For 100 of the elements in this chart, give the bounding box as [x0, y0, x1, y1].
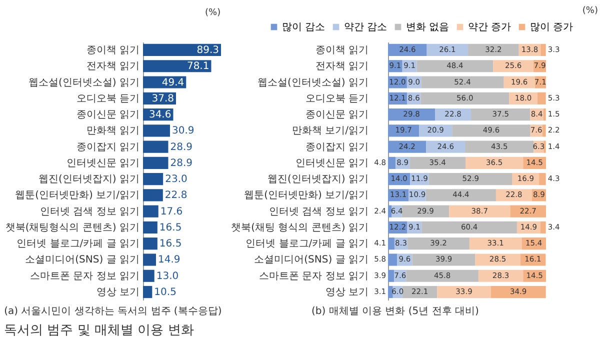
y-tick-label: 오디오북 듣기	[76, 93, 140, 104]
bar	[143, 173, 164, 186]
text: (a) 서울시민이 생각하는 독서의 범주 (복수응답)	[4, 306, 222, 317]
data-label: 14.9	[158, 254, 180, 266]
bar	[412, 254, 476, 266]
y-tick-label: 오디오북 듣기	[305, 93, 368, 104]
bar	[452, 124, 530, 137]
y-tick-label: 종이신문 읽기	[76, 110, 140, 121]
data-label: 49.4	[162, 77, 184, 88]
bar	[490, 286, 546, 298]
y-tick-label: 웹소설(인터넷소설) 읽기	[258, 77, 368, 88]
y-tick-label: 종이책 읽기	[86, 44, 140, 56]
y-tick-label: 종이책 읽기	[315, 44, 368, 56]
bar	[410, 156, 466, 169]
data-label: 28.9	[170, 142, 193, 153]
bar	[471, 108, 530, 121]
text: (%)	[582, 6, 598, 16]
data-label: 16.5	[159, 238, 182, 250]
y-tick-label: 인터넷신문 읽기	[295, 158, 368, 169]
y-tick-label: 스마트폰 문자 정보 읽기	[258, 270, 368, 282]
bar	[143, 189, 163, 202]
bar	[388, 108, 436, 121]
data-label: 37.8	[152, 93, 174, 104]
bar	[469, 238, 522, 250]
bar	[143, 221, 158, 234]
bar	[496, 189, 532, 202]
y-tick-label: 인터넷 블로그/카페 글 읽기	[246, 238, 368, 250]
y-tick-label: 종이신문 읽기	[305, 110, 368, 121]
bar	[465, 140, 534, 153]
y-tick-label: 웹툰(인터넷만화) 보기/읽기	[15, 190, 140, 202]
data-label: 10.5	[154, 287, 176, 298]
y-tick-label: 영상 보기	[96, 287, 140, 298]
y-tick-label: 웹진(인터넷잡지) 읽기	[268, 174, 368, 186]
bar	[406, 270, 478, 282]
legend-label: 많이 감소	[282, 22, 326, 33]
bar	[539, 173, 546, 186]
bar	[543, 108, 546, 121]
bar	[540, 221, 546, 234]
bar	[143, 156, 168, 169]
bar	[449, 205, 510, 218]
data-label: 89.3	[196, 44, 219, 56]
legend-label: 약간 증가	[468, 22, 512, 33]
legend-label: 변화 없음	[406, 22, 450, 33]
y-tick-label: 인터넷 검색 정보 읽기	[40, 206, 140, 218]
bar	[437, 286, 491, 298]
bar	[426, 189, 496, 202]
bar	[428, 173, 512, 186]
data-label: 23.0	[165, 174, 188, 186]
bar	[143, 124, 170, 137]
y-tick-label: 인터넷신문 읽기	[66, 158, 140, 169]
bar	[388, 286, 393, 298]
legend-label: 약간 감소	[344, 22, 388, 33]
data-label: 17.6	[160, 206, 183, 218]
bar	[143, 140, 168, 153]
data-label: 22.8	[164, 190, 188, 202]
bar	[416, 60, 494, 72]
bar	[388, 156, 396, 169]
bar	[468, 44, 519, 56]
y-tick-label: 웹툰(인터넷만화) 보기/읽기	[244, 190, 368, 202]
y-tick-label: 전자책 읽기	[86, 61, 140, 72]
data-label: 16.5	[159, 222, 182, 234]
bar	[388, 140, 426, 153]
bar	[143, 286, 152, 298]
data-label: 78.1	[186, 61, 210, 72]
bar	[388, 270, 394, 282]
text: (%)	[205, 8, 221, 18]
bar	[421, 76, 504, 88]
bar	[426, 44, 468, 56]
data-label: 34.6	[148, 110, 172, 121]
data-label: 28.9	[170, 158, 193, 169]
bar	[388, 44, 427, 56]
text: (b) 매체별 이용 변화 (5년 전후 대비)	[312, 306, 480, 317]
bar	[143, 270, 154, 282]
data-label: 30.9	[172, 126, 194, 137]
y-tick-label: 웹소설(인터넷소설) 읽기	[28, 77, 140, 88]
bar	[504, 76, 535, 88]
bar	[408, 238, 470, 250]
y-tick-label: 챗북(채팅형식의 콘텐츠) 읽기	[5, 222, 140, 234]
bar	[422, 221, 517, 234]
bar	[388, 238, 394, 250]
bar	[510, 205, 546, 218]
bar	[143, 44, 221, 56]
bar	[475, 254, 520, 266]
bar	[426, 140, 466, 153]
bar	[388, 205, 392, 218]
y-tick-label: 소셜미디어(SNS) 글 읽기	[254, 254, 368, 266]
bar	[143, 254, 156, 266]
y-tick-label: 만화책 보기/읽기	[292, 126, 368, 137]
bar	[143, 238, 158, 250]
bar	[420, 92, 510, 104]
y-tick-label: 인터넷 블로그/카페 글 읽기	[16, 238, 140, 250]
y-tick-label: 스마트폰 문자 정보 읽기	[30, 270, 140, 282]
y-tick-label: 전자책 읽기	[315, 61, 368, 72]
bar	[143, 60, 212, 72]
bar	[466, 156, 524, 169]
bar	[542, 124, 546, 137]
y-tick-label: 소셜미디어(SNS) 글 읽기	[25, 254, 140, 266]
text: 독서의 범주 및 매체별 이용 변화	[4, 323, 194, 338]
bar	[540, 44, 546, 56]
y-tick-label: 인터넷 검색 정보 읽기	[268, 206, 368, 218]
